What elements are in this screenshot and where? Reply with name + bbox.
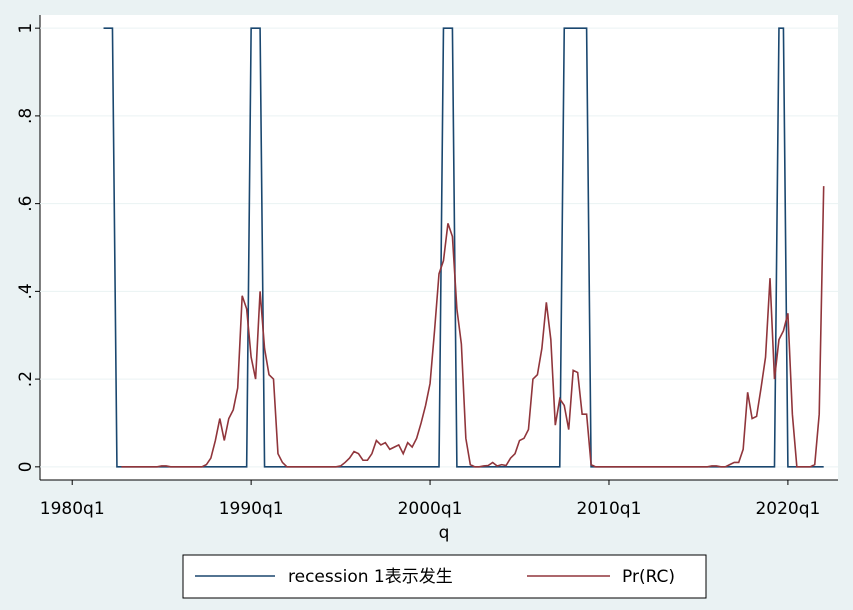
x-axis-label: q xyxy=(439,523,450,543)
y-tick-label: 1 xyxy=(16,23,36,34)
series-line xyxy=(121,186,825,468)
x-tick-label: 1980q1 xyxy=(40,499,105,519)
legend-label: recession 1表示发生 xyxy=(288,567,453,587)
x-tick-label: 1990q1 xyxy=(219,499,284,519)
y-tick-label: .6 xyxy=(16,196,36,212)
y-tick-label: .8 xyxy=(16,108,36,124)
y-tick-label: .4 xyxy=(16,283,36,299)
x-tick-label: 2020q1 xyxy=(755,499,820,519)
y-tick-label: 0 xyxy=(16,461,36,472)
y-tick-label: .2 xyxy=(16,371,36,387)
x-tick-label: 2000q1 xyxy=(398,499,463,519)
x-tick-label: 2010q1 xyxy=(577,499,642,519)
legend-label: Pr(RC) xyxy=(622,567,675,587)
